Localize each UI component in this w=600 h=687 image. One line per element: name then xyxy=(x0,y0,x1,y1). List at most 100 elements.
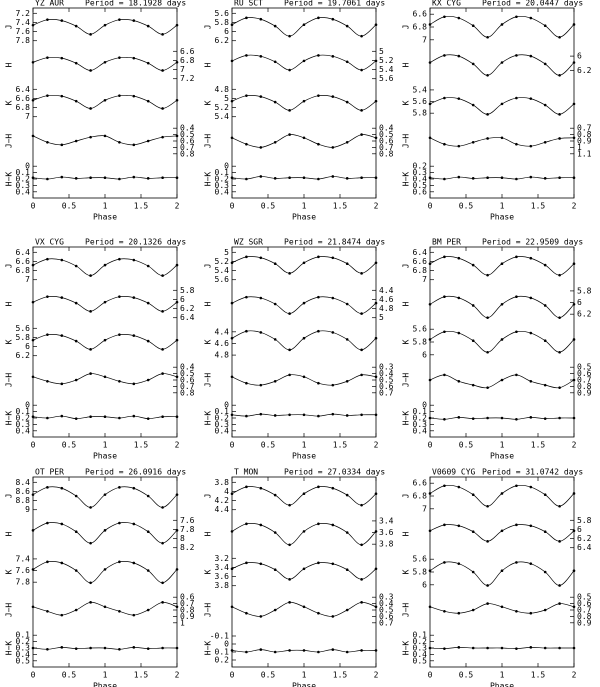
x-tick-label: 2 xyxy=(572,202,577,211)
data-point xyxy=(89,176,92,180)
y-tick-label: 7.6 xyxy=(16,27,31,36)
data-point xyxy=(175,98,179,102)
data-point xyxy=(273,302,277,306)
frame xyxy=(32,7,178,199)
y-tick-label: 0.3 xyxy=(413,420,428,429)
data-point xyxy=(230,530,234,533)
data-point xyxy=(273,608,277,612)
data-point xyxy=(118,333,121,336)
data-point xyxy=(46,333,49,336)
data-point xyxy=(230,336,234,340)
data-point xyxy=(360,348,363,352)
data-point xyxy=(345,531,349,534)
y-axis-label: J−H xyxy=(204,373,213,388)
y-tick-label: 0.4 xyxy=(180,124,195,133)
data-point xyxy=(175,23,179,27)
y-axis-label: J−H xyxy=(5,134,14,149)
x-tick-label: 0 xyxy=(428,671,433,680)
y-tick-label: 0.6 xyxy=(577,369,592,378)
y-tick-label: 0 xyxy=(25,162,30,171)
panel: RU SCT Period = 19.7061 days 0 0.5 1 1.5 2 Phas… xyxy=(204,0,394,222)
data-point xyxy=(230,605,234,609)
data-point xyxy=(288,649,291,652)
data-point xyxy=(46,379,49,383)
data-point xyxy=(46,560,49,564)
y-tick-label: 5.6 xyxy=(413,555,428,564)
data-point xyxy=(360,176,363,180)
y-axis-label: J−H xyxy=(402,373,411,388)
x-tick-label: 2 xyxy=(572,671,577,680)
data-point xyxy=(74,417,78,420)
data-point xyxy=(515,15,518,19)
data-point xyxy=(486,350,489,354)
data-point xyxy=(132,258,136,262)
curve xyxy=(32,19,178,35)
y-tick-label: 6.4 xyxy=(413,248,428,257)
data-point xyxy=(486,602,489,605)
x-tick-label: 1.5 xyxy=(531,202,546,211)
data-point xyxy=(103,134,107,138)
data-point xyxy=(273,379,277,383)
data-point xyxy=(245,561,248,565)
y-tick-label: 6 xyxy=(422,580,427,589)
y-tick-label: 5.6 xyxy=(16,324,31,333)
data-point xyxy=(529,485,533,489)
y-tick-label: 0.3 xyxy=(16,181,31,190)
y-tick-label: 6.4 xyxy=(16,248,31,257)
data-point xyxy=(103,300,107,304)
data-point xyxy=(230,136,234,140)
curve xyxy=(32,373,178,385)
curve xyxy=(32,486,178,508)
y-tick-label: 5.4 xyxy=(215,112,230,121)
data-point xyxy=(500,262,504,266)
y-tick-label: 0.5 xyxy=(16,656,31,665)
data-point xyxy=(529,296,533,300)
data-point xyxy=(486,540,489,543)
data-point xyxy=(360,312,363,315)
y-tick-label: 5.6 xyxy=(413,97,428,106)
data-point xyxy=(317,54,320,57)
y-tick-label: 0.6 xyxy=(180,137,195,146)
x-axis-label: Phase xyxy=(93,452,117,461)
y-tick-label: 6.6 xyxy=(413,479,428,488)
data-point xyxy=(118,140,121,144)
data-point xyxy=(230,23,234,27)
data-point xyxy=(103,338,107,342)
data-point xyxy=(89,33,92,36)
y-tick-label: 0 xyxy=(224,640,229,649)
data-point xyxy=(259,95,263,98)
data-point xyxy=(46,140,49,144)
data-point xyxy=(60,296,64,299)
data-point xyxy=(500,136,504,140)
curve xyxy=(231,522,377,546)
data-point xyxy=(428,338,432,341)
y-tick-label: 0.4 xyxy=(16,650,31,659)
data-point xyxy=(515,609,518,613)
data-point xyxy=(146,647,150,650)
y-axis-label: K xyxy=(402,100,411,105)
data-point xyxy=(132,646,136,649)
data-point xyxy=(471,177,475,180)
data-point xyxy=(273,262,277,266)
data-point xyxy=(161,107,164,110)
y-tick-label: 5.4 xyxy=(215,266,230,275)
data-point xyxy=(74,378,78,382)
data-point xyxy=(500,492,504,495)
y-tick-label: 0.3 xyxy=(413,644,428,653)
y-tick-label: 5.4 xyxy=(413,85,428,94)
data-point xyxy=(500,529,504,533)
data-point xyxy=(543,177,547,180)
y-tick-label: 6 xyxy=(422,350,427,359)
data-point xyxy=(317,177,320,181)
y-tick-label: 0.4 xyxy=(413,650,428,659)
data-point xyxy=(360,68,363,72)
data-point xyxy=(230,492,234,496)
data-point xyxy=(558,350,561,354)
data-point xyxy=(317,414,320,418)
data-point xyxy=(331,523,335,527)
y-axis-label: J−H xyxy=(5,603,14,618)
panel-subtitle: Period = 18.1928 days xyxy=(85,0,186,8)
x-tick-label: 0.5 xyxy=(459,202,474,211)
data-point xyxy=(374,605,378,609)
